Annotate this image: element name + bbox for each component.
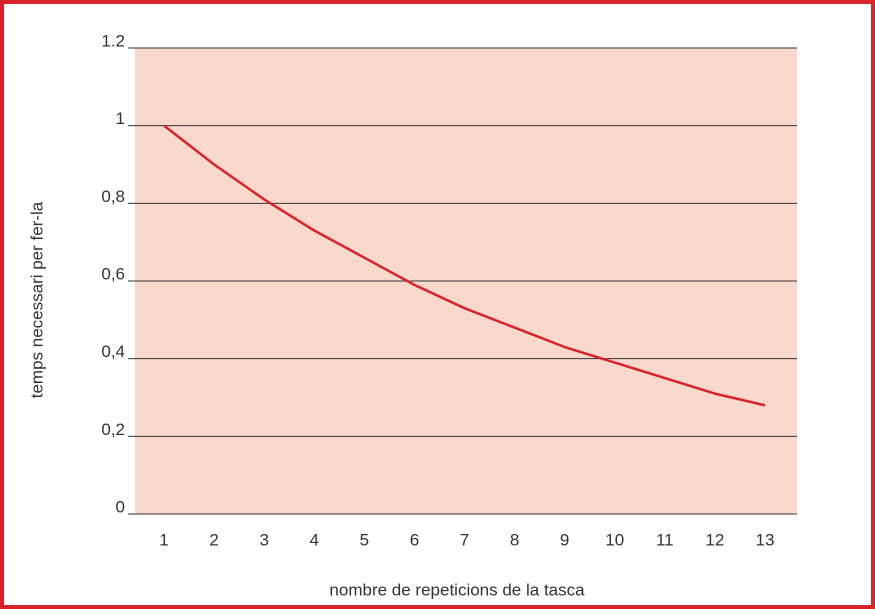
x-tick-label: 7 [460, 530, 469, 549]
y-tick-label: 0,8 [101, 187, 125, 206]
y-tick-label: 0,4 [101, 342, 125, 361]
x-tick-label: 10 [605, 530, 624, 549]
x-tick-label: 4 [310, 530, 319, 549]
x-tick-label: 13 [755, 530, 774, 549]
x-tick-label: 6 [410, 530, 419, 549]
y-tick-label: 0,6 [101, 264, 125, 283]
line-series [163, 124, 766, 407]
x-tick-label: 2 [209, 530, 218, 549]
y-axis-label: temps necessari per fer-la [27, 201, 46, 398]
y-tick-label: 1 [116, 109, 125, 128]
x-tick-label: 3 [259, 530, 268, 549]
x-tick-label: 1 [159, 530, 168, 549]
y-tick-label: 0,2 [101, 420, 125, 439]
x-tick-label: 12 [705, 530, 724, 549]
y-tick-label: 0 [116, 497, 125, 516]
y-tick-label: 1.2 [101, 31, 125, 50]
x-axis-label: nombre de repeticions de la tasca [329, 580, 585, 599]
x-tick-label: 8 [510, 530, 519, 549]
x-tick-label: 5 [360, 530, 369, 549]
x-tick-label: 9 [560, 530, 569, 549]
x-tick-label: 11 [656, 530, 674, 549]
